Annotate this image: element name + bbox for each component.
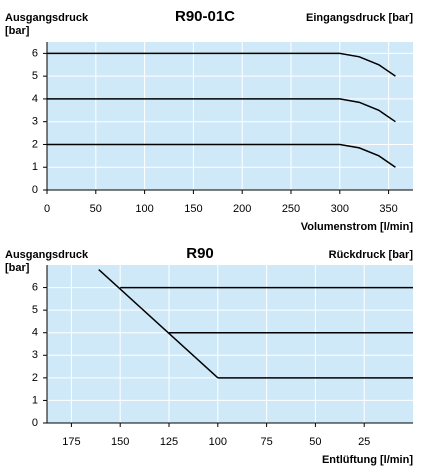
- x-tick-label: 0: [44, 203, 50, 215]
- y-tick-label: 1: [32, 161, 38, 173]
- x-tick-label: 125: [160, 436, 178, 448]
- y-tick-label: 3: [32, 116, 38, 128]
- x-tick-label: 300: [331, 203, 349, 215]
- y-tick-label: 0: [32, 184, 38, 196]
- y-label: Ausgangsdruck: [5, 249, 89, 261]
- y-label: Ausgangsdruck: [5, 12, 89, 24]
- line: [98, 268, 219, 379]
- y-tick-label: 0: [32, 417, 38, 429]
- y-tick-label: 4: [32, 327, 38, 339]
- x-tick-label: 25: [358, 436, 370, 448]
- x-tick-label: 200: [233, 203, 251, 215]
- x-tick-label: 75: [260, 436, 272, 448]
- plot-background: [47, 42, 413, 190]
- y-unit: [bar]: [5, 25, 30, 37]
- x-tick-label: 350: [379, 203, 397, 215]
- y-tick-label: 2: [32, 138, 38, 150]
- y-tick-label: 2: [32, 372, 38, 384]
- x-tick-label: 150: [184, 203, 202, 215]
- y-tick-label: 1: [32, 394, 38, 406]
- y-unit: [bar]: [5, 262, 30, 274]
- x-tick-label: 175: [62, 436, 80, 448]
- y-tick-label: 5: [32, 70, 38, 82]
- x-tick-label: 100: [135, 203, 153, 215]
- y-tick-label: 5: [32, 304, 38, 316]
- x-label: Entlüftung [l/min]: [322, 454, 413, 466]
- x-tick-label: 100: [209, 436, 227, 448]
- x-tick-label: 250: [282, 203, 300, 215]
- y-tick-label: 3: [32, 349, 38, 361]
- x-tick-label: 50: [309, 436, 321, 448]
- x-tick-label: 150: [111, 436, 129, 448]
- x-label: Volumenstrom [l/min]: [301, 221, 414, 233]
- right-label: Eingangsdruck [bar]: [306, 12, 413, 24]
- plot-background: [47, 265, 413, 423]
- line: [47, 143, 396, 168]
- chart-title: R90: [186, 245, 214, 262]
- line: [47, 98, 396, 123]
- y-tick-label: 6: [32, 47, 38, 59]
- y-tick-label: 6: [32, 281, 38, 293]
- line: [47, 52, 396, 77]
- right-label: Rückdruck [bar]: [329, 249, 414, 261]
- y-tick-label: 4: [32, 93, 38, 105]
- x-tick-label: 50: [90, 203, 102, 215]
- chart-title: R90-01C: [175, 8, 235, 25]
